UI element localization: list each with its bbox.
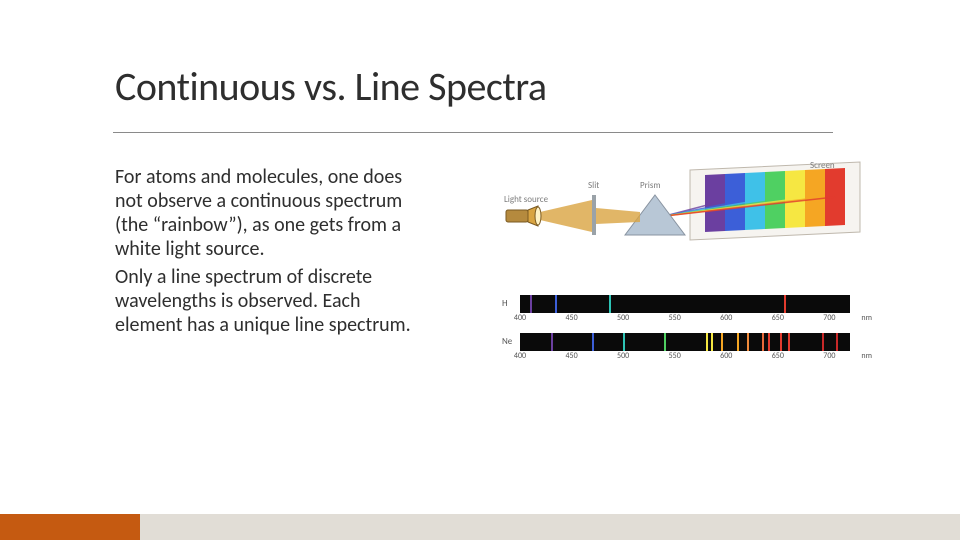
axis-tick: 700	[823, 351, 835, 361]
illustration-panel: Light source Slit Prism Screen H 400 450 50…	[500, 160, 870, 460]
axis-tick: 650	[772, 313, 784, 323]
slide-title: Continuous vs. Line Spectra	[115, 62, 547, 111]
axis-tick: 550	[669, 351, 681, 361]
svg-text:Light source: Light source	[504, 194, 549, 205]
emission-line	[784, 295, 786, 313]
paragraph-2: Only a line spectrum of discrete wavelen…	[115, 265, 425, 337]
emission-line	[721, 333, 723, 351]
footer-accent-orange	[0, 514, 140, 540]
wavelength-axis: 400450500550600650700nm	[518, 351, 858, 367]
footer-accent-grey	[140, 514, 960, 540]
element-label: Ne	[502, 336, 512, 347]
axis-tick: 600	[720, 313, 732, 323]
svg-text:Screen: Screen	[810, 160, 835, 171]
line-spectra: H400450500550600650700nmNe40045050055060…	[500, 295, 870, 367]
title-underline	[113, 132, 833, 133]
emission-line	[768, 333, 770, 351]
emission-line	[623, 333, 625, 351]
axis-tick: 400	[514, 351, 526, 361]
axis-tick: 500	[617, 351, 629, 361]
spectrum-H: H 400 450 500 550 600 650 700 nm	[500, 295, 870, 329]
emission-line	[822, 333, 824, 351]
element-label: H	[502, 298, 508, 309]
emission-line	[762, 333, 764, 351]
axis-tick: 450	[565, 351, 577, 361]
emission-line	[711, 333, 713, 351]
emission-line	[609, 295, 611, 313]
spectrum-bar	[520, 295, 850, 313]
emission-line	[788, 333, 790, 351]
body-text: For atoms and molecules, one does not ob…	[115, 165, 425, 341]
emission-line	[747, 333, 749, 351]
axis-tick: 450	[565, 313, 577, 323]
emission-line	[592, 333, 594, 351]
emission-line	[737, 333, 739, 351]
axis-tick: 700	[823, 313, 835, 323]
axis-tick: 650	[772, 351, 784, 361]
axis-tick: 400	[514, 313, 526, 323]
paragraph-1: For atoms and molecules, one does not ob…	[115, 165, 425, 261]
axis-tick: 550	[669, 313, 681, 323]
svg-text:Slit: Slit	[588, 180, 599, 191]
wavelength-axis: 400450500550600650700nm	[518, 313, 858, 329]
spectrum-Ne: Ne400 450 500 550 600 650 700 nm	[500, 333, 870, 367]
axis-tick: 500	[617, 313, 629, 323]
svg-text:Prism: Prism	[640, 180, 661, 191]
emission-line	[555, 295, 557, 313]
axis-tick: 600	[720, 351, 732, 361]
prism-diagram: Light source Slit Prism Screen	[500, 160, 870, 280]
emission-line	[530, 295, 532, 313]
emission-line	[551, 333, 553, 351]
spectrum-bar	[520, 333, 850, 351]
emission-line	[836, 333, 838, 351]
emission-line	[706, 333, 708, 351]
emission-line	[780, 333, 782, 351]
axis-unit: nm	[861, 351, 872, 361]
footer-bar	[0, 514, 960, 540]
axis-unit: nm	[861, 313, 872, 323]
emission-line	[664, 333, 666, 351]
